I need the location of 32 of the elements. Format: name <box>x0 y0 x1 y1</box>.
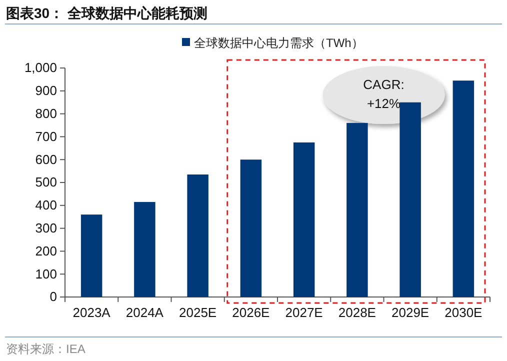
bar <box>346 122 368 297</box>
bar <box>240 160 262 297</box>
y-tick-label: 100 <box>35 266 57 282</box>
bar <box>400 102 421 297</box>
bar <box>187 174 208 297</box>
y-tick-label: 700 <box>35 128 57 144</box>
x-tick-label: 2024A <box>126 304 164 320</box>
y-tick-label: 600 <box>35 152 57 167</box>
bar <box>452 80 474 297</box>
bar <box>80 214 102 297</box>
y-tick-label: 200 <box>35 243 57 258</box>
y-tick-label: 1,000 <box>24 60 57 76</box>
x-tick-label: 2026E <box>232 304 270 320</box>
y-tick-label: 0 <box>50 289 57 304</box>
text: 资料来源：IEA <box>6 342 86 356</box>
annotation: CAGR: +12% <box>363 77 404 111</box>
y-tick-label: 900 <box>35 83 57 98</box>
oval-callout: CAGR: +12% <box>322 66 445 124</box>
x-tick-label: 2025E <box>179 304 217 320</box>
y-tick-label: 800 <box>35 106 57 121</box>
x-tick-label: 2023A <box>72 304 111 320</box>
y-tick-label: 400 <box>35 198 57 213</box>
x-tick-label: 2027E <box>285 304 324 320</box>
bar <box>134 202 156 297</box>
x-tick-label: 2029E <box>392 304 430 320</box>
y-tick-label: 500 <box>35 174 57 190</box>
x-tick-label: 2028E <box>338 304 376 320</box>
chart-title: 图表30： 全球数据中心能耗预测 <box>6 5 208 21</box>
legend-label: 全球数据中心电力需求（TWh） <box>194 36 364 50</box>
bar <box>293 142 315 297</box>
x-tick-label: 2030E <box>444 304 483 320</box>
y-tick-label: 300 <box>35 220 57 236</box>
